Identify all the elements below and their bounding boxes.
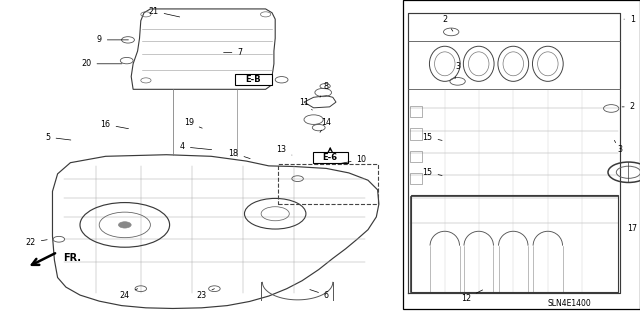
Text: 4: 4: [180, 142, 212, 151]
Text: E-B: E-B: [246, 75, 261, 84]
Bar: [410, 151, 422, 162]
Bar: [410, 196, 618, 292]
Text: 5: 5: [45, 133, 71, 142]
Text: 6: 6: [310, 290, 329, 300]
Bar: [410, 128, 422, 140]
Text: 8: 8: [320, 82, 329, 97]
FancyBboxPatch shape: [313, 152, 348, 163]
Text: 18: 18: [228, 149, 250, 159]
FancyBboxPatch shape: [235, 74, 272, 85]
Text: 20: 20: [81, 59, 122, 68]
Text: 15: 15: [422, 168, 442, 177]
Bar: [278, 164, 378, 204]
Text: 11: 11: [299, 98, 312, 110]
Circle shape: [118, 222, 131, 228]
Text: 16: 16: [100, 120, 129, 129]
Text: 10: 10: [339, 155, 367, 164]
Text: 3: 3: [614, 140, 622, 154]
Text: 1: 1: [624, 15, 635, 24]
Text: 24: 24: [120, 289, 138, 300]
Text: 23: 23: [196, 289, 214, 300]
Text: 3: 3: [455, 63, 460, 78]
Text: FR.: FR.: [63, 253, 81, 263]
Text: 15: 15: [422, 133, 442, 142]
Text: 22: 22: [26, 238, 47, 247]
Text: 2: 2: [442, 15, 453, 31]
Text: 9: 9: [97, 35, 129, 44]
Text: E-6: E-6: [323, 153, 338, 162]
Text: 19: 19: [184, 118, 202, 128]
Text: 2: 2: [622, 102, 635, 111]
Text: 14: 14: [320, 118, 332, 132]
Text: 17: 17: [627, 224, 637, 233]
Text: 12: 12: [461, 290, 483, 303]
Text: 7: 7: [223, 48, 243, 57]
Bar: [410, 173, 422, 184]
Bar: [410, 106, 422, 117]
Text: 21: 21: [148, 7, 180, 17]
Text: SLN4E1400: SLN4E1400: [548, 299, 591, 308]
Bar: [403, 0, 640, 309]
Text: 13: 13: [276, 145, 292, 155]
